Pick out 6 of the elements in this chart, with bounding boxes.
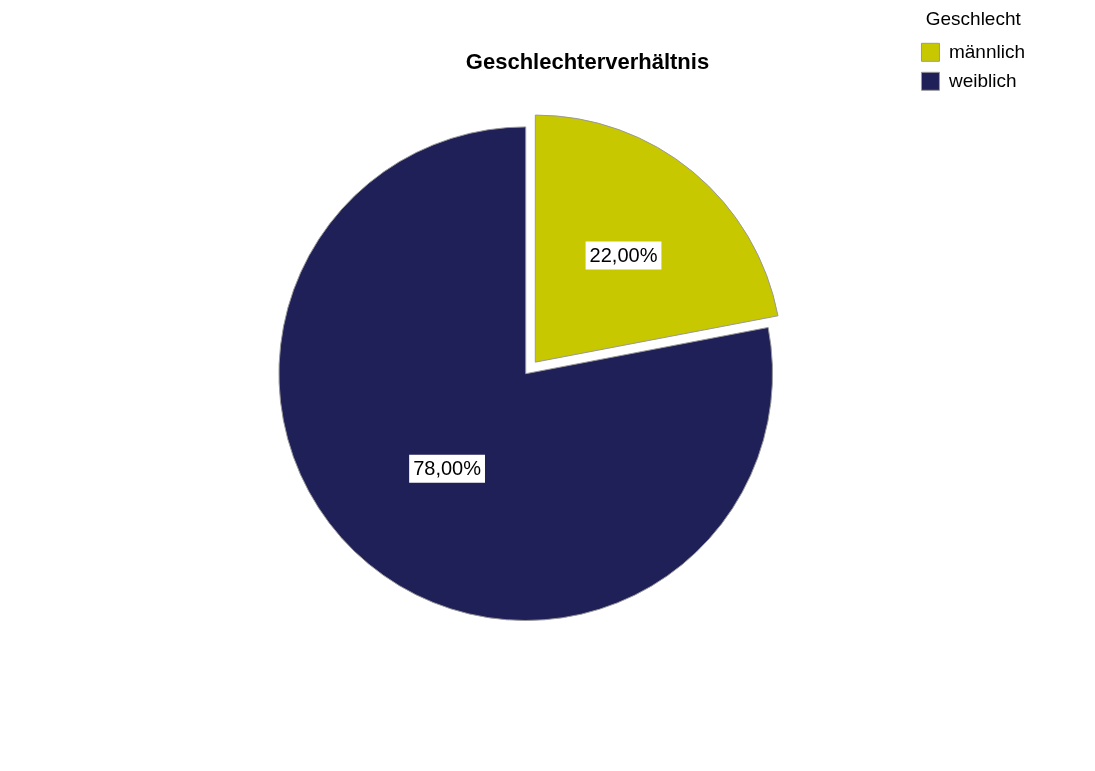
legend-label: männlich: [948, 40, 1026, 62]
chart-title: Geschlechterverhältnis: [465, 49, 710, 75]
legend-title: Geschlecht: [925, 7, 1022, 29]
data-label: 78,00%: [413, 457, 482, 480]
legend-label: weiblich: [947, 69, 1017, 91]
data-label: 22,00%: [589, 244, 658, 267]
